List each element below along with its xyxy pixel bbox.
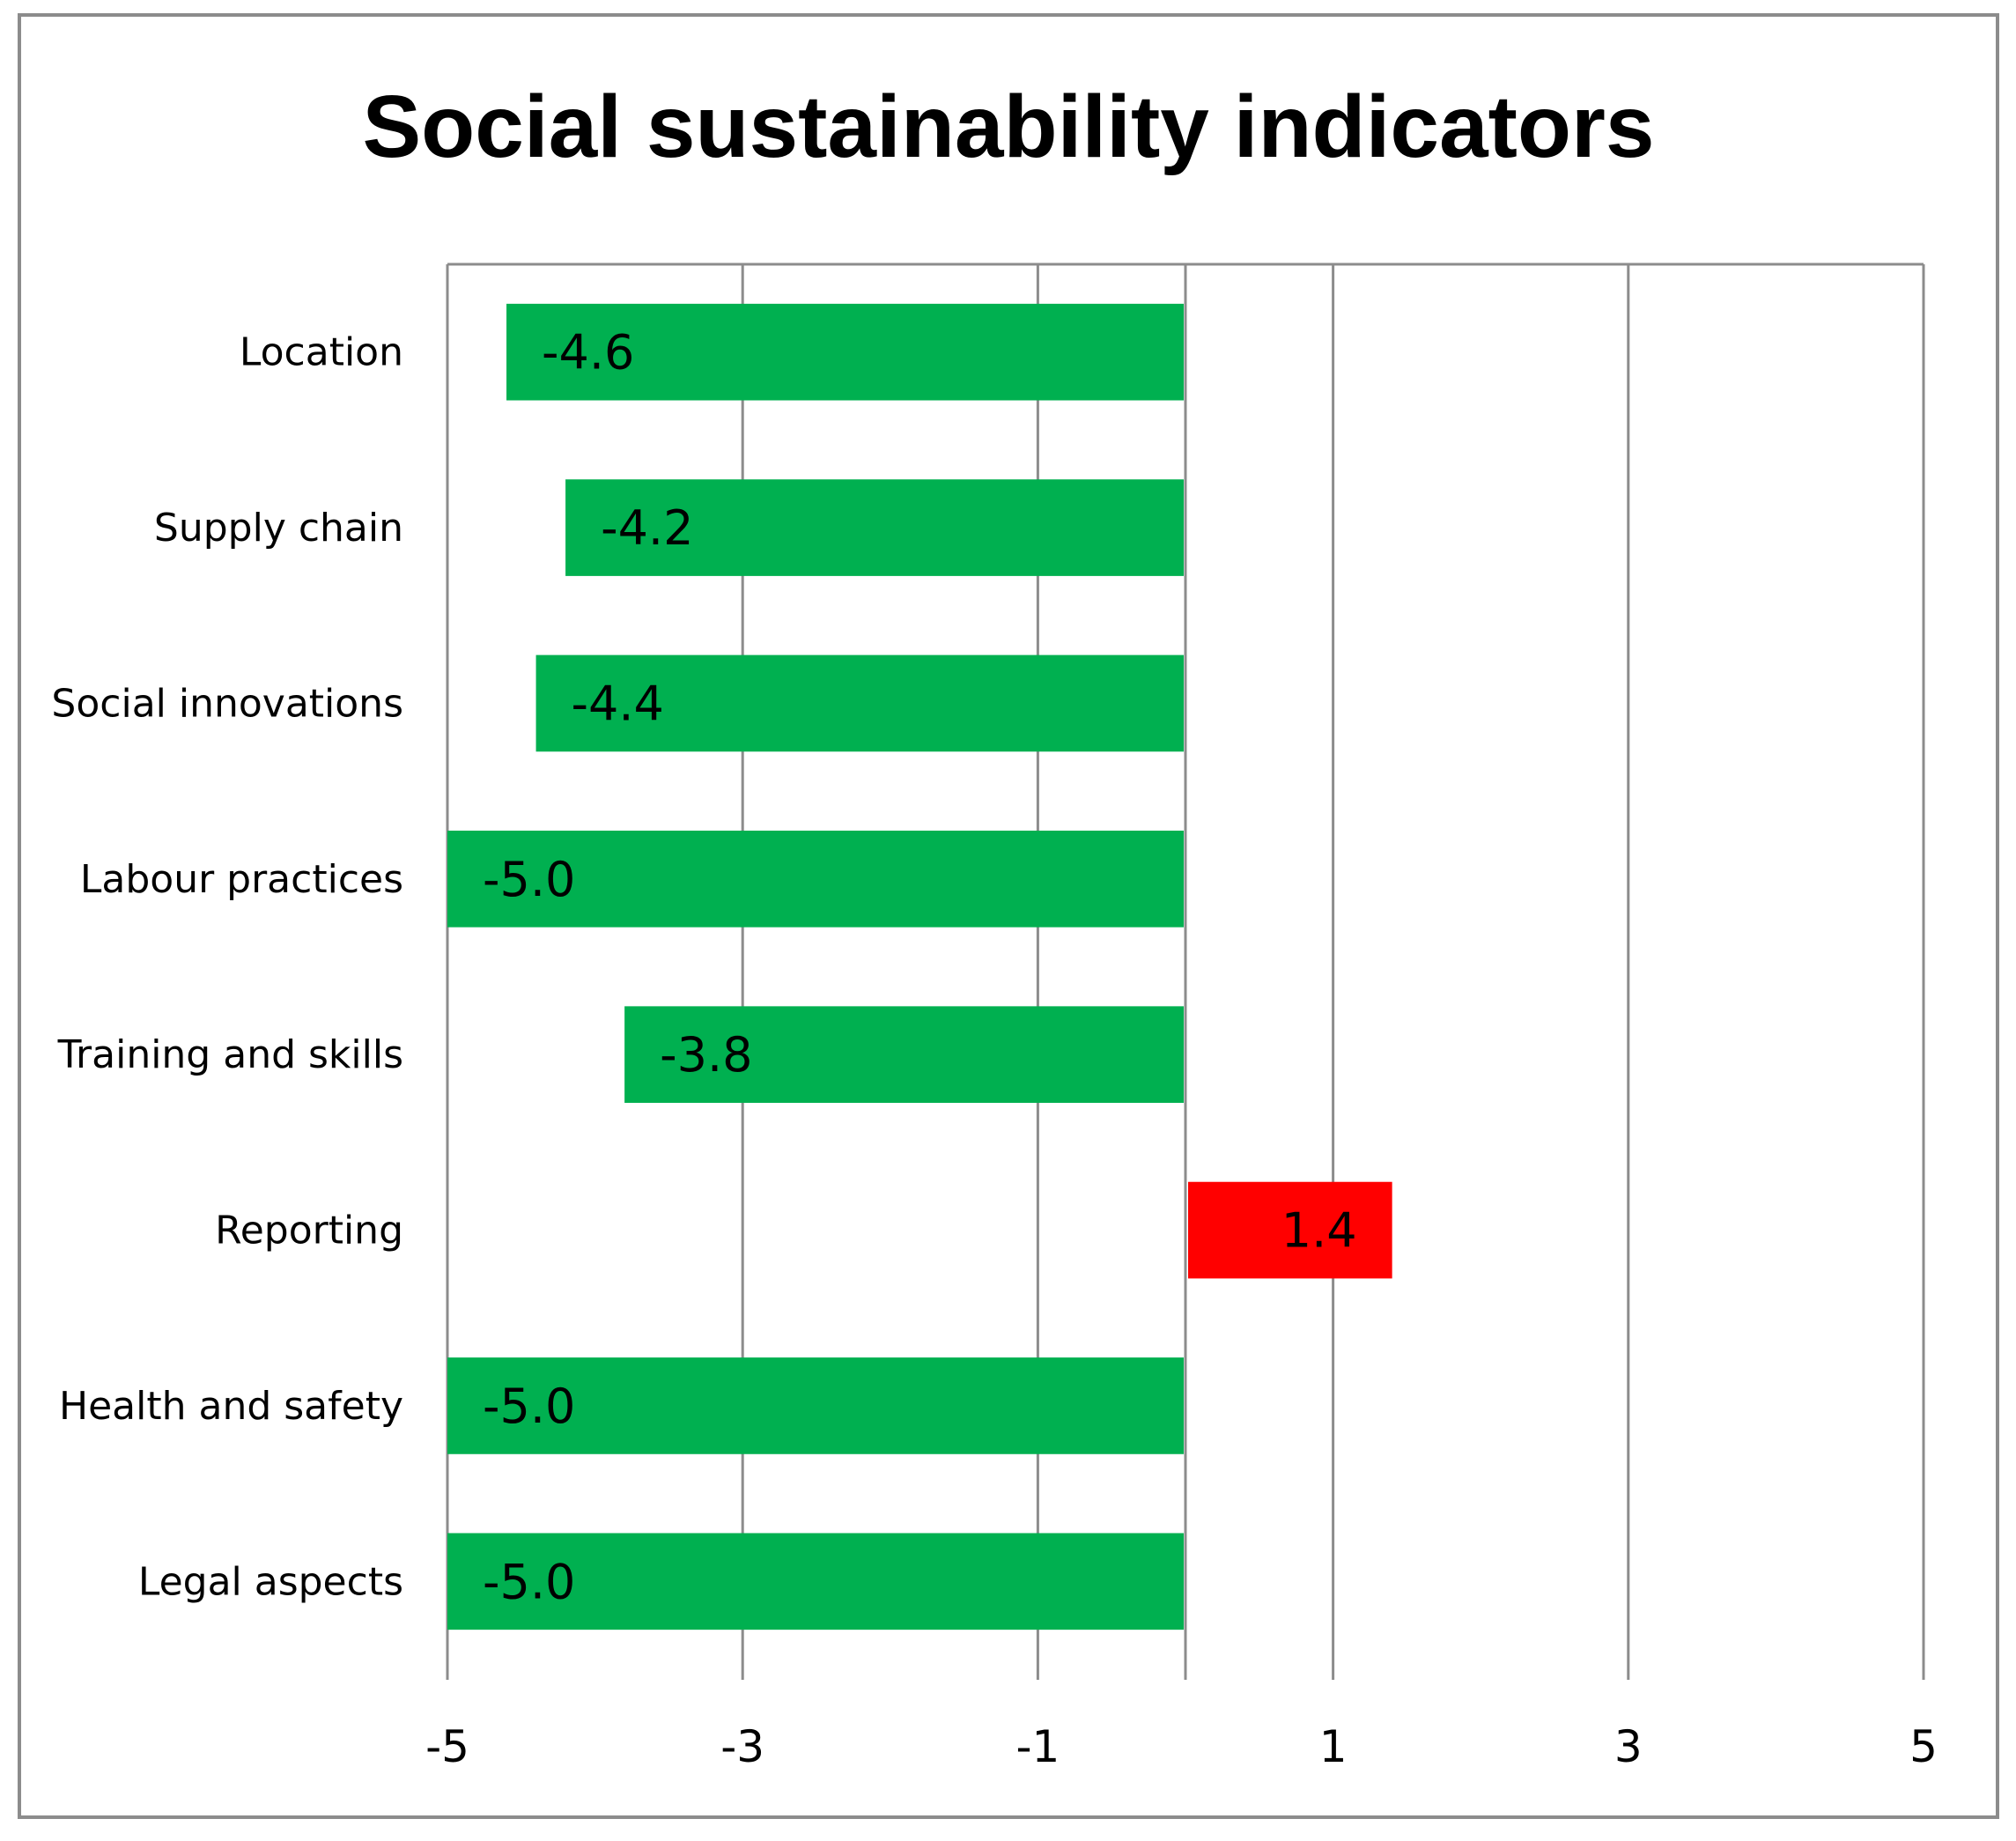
chart-title: Social sustainability indicators xyxy=(362,78,1654,176)
data-label: -3.8 xyxy=(660,1027,752,1083)
category-label: Supply chain xyxy=(154,506,403,551)
data-label: 1.4 xyxy=(1281,1203,1357,1259)
bars-layer xyxy=(447,303,1392,1630)
x-tick-label: 5 xyxy=(1909,1721,1938,1772)
data-label: -4.4 xyxy=(572,676,664,731)
bar-training-and-skills xyxy=(624,1006,1184,1104)
category-label: Social innovations xyxy=(51,681,403,726)
category-labels: Location Supply chain Social innovations La… xyxy=(51,330,403,1605)
bar-legal-aspects xyxy=(447,1533,1184,1630)
category-label: Health and safety xyxy=(59,1384,403,1429)
bar-social-innovations xyxy=(535,654,1184,752)
x-tick-label: -3 xyxy=(720,1721,764,1772)
category-label: Reporting xyxy=(215,1209,403,1253)
x-tick-labels: -5 -3 -1 1 3 5 xyxy=(425,1721,1938,1772)
data-label: -5.0 xyxy=(483,852,575,907)
data-label: -4.2 xyxy=(601,500,693,556)
grid-layer xyxy=(446,262,1925,1680)
data-label: -4.6 xyxy=(542,325,634,381)
x-tick-label: -5 xyxy=(425,1721,469,1772)
category-label: Location xyxy=(240,330,403,375)
bar-labour-practices xyxy=(447,830,1184,928)
bar-health-and-safety xyxy=(447,1357,1184,1454)
x-tick-label: 3 xyxy=(1614,1721,1643,1772)
category-label: Labour practices xyxy=(80,857,403,902)
category-label: Training and skills xyxy=(57,1032,403,1077)
x-tick-label: 1 xyxy=(1319,1721,1348,1772)
bar-reporting xyxy=(1188,1181,1392,1279)
category-label: Legal aspects xyxy=(138,1559,403,1604)
x-tick-label: -1 xyxy=(1015,1721,1060,1772)
bar-supply-chain xyxy=(565,479,1184,576)
data-label: -5.0 xyxy=(483,1554,575,1609)
bar-location xyxy=(506,303,1184,401)
data-labels: -4.6 -4.2 -4.4 -5.0 -3.8 1.4 -5.0 -5.0 xyxy=(483,325,1357,1610)
data-label: -5.0 xyxy=(483,1379,575,1434)
